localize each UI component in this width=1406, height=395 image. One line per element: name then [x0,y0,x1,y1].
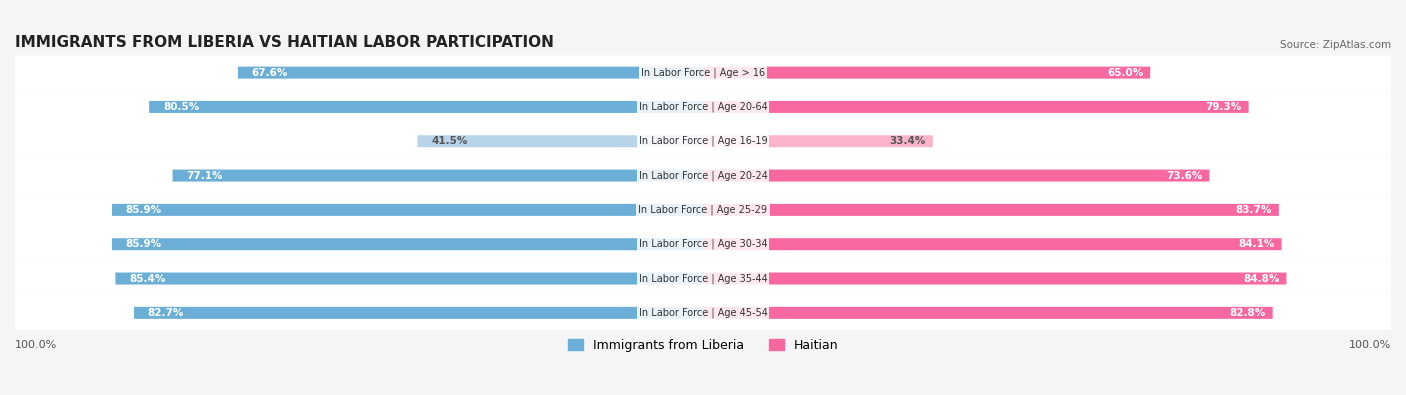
FancyBboxPatch shape [15,55,1391,90]
Text: 73.6%: 73.6% [1166,171,1202,181]
FancyBboxPatch shape [112,204,703,216]
Text: In Labor Force | Age > 16: In Labor Force | Age > 16 [641,68,765,78]
Text: Source: ZipAtlas.com: Source: ZipAtlas.com [1279,40,1391,50]
Text: 80.5%: 80.5% [163,102,200,112]
FancyBboxPatch shape [112,238,703,250]
Text: 84.1%: 84.1% [1239,239,1275,249]
Text: 85.9%: 85.9% [125,239,162,249]
Text: 85.4%: 85.4% [129,273,166,284]
FancyBboxPatch shape [115,273,703,284]
Text: 100.0%: 100.0% [1348,340,1391,350]
Text: IMMIGRANTS FROM LIBERIA VS HAITIAN LABOR PARTICIPATION: IMMIGRANTS FROM LIBERIA VS HAITIAN LABOR… [15,35,554,50]
FancyBboxPatch shape [703,238,1282,250]
FancyBboxPatch shape [149,101,703,113]
Text: In Labor Force | Age 35-44: In Labor Force | Age 35-44 [638,273,768,284]
FancyBboxPatch shape [134,307,703,319]
Text: 83.7%: 83.7% [1236,205,1272,215]
Text: In Labor Force | Age 25-29: In Labor Force | Age 25-29 [638,205,768,215]
FancyBboxPatch shape [703,307,1272,319]
FancyBboxPatch shape [703,101,1249,113]
Text: In Labor Force | Age 16-19: In Labor Force | Age 16-19 [638,136,768,147]
FancyBboxPatch shape [15,261,1391,296]
Text: 100.0%: 100.0% [15,340,58,350]
Legend: Immigrants from Liberia, Haitian: Immigrants from Liberia, Haitian [562,334,844,357]
Text: 79.3%: 79.3% [1205,102,1241,112]
FancyBboxPatch shape [703,204,1279,216]
FancyBboxPatch shape [173,169,703,182]
Text: 82.7%: 82.7% [148,308,184,318]
Text: 67.6%: 67.6% [252,68,288,77]
FancyBboxPatch shape [703,135,932,147]
FancyBboxPatch shape [703,67,1150,79]
FancyBboxPatch shape [418,135,703,147]
Text: 33.4%: 33.4% [890,136,927,146]
FancyBboxPatch shape [15,227,1391,261]
Text: 84.8%: 84.8% [1243,273,1279,284]
Text: In Labor Force | Age 30-34: In Labor Force | Age 30-34 [638,239,768,250]
Text: 77.1%: 77.1% [187,171,222,181]
Text: In Labor Force | Age 20-24: In Labor Force | Age 20-24 [638,170,768,181]
Text: 65.0%: 65.0% [1107,68,1143,77]
Text: 85.9%: 85.9% [125,205,162,215]
FancyBboxPatch shape [15,90,1391,124]
Text: In Labor Force | Age 45-54: In Labor Force | Age 45-54 [638,308,768,318]
FancyBboxPatch shape [15,193,1391,227]
Text: 41.5%: 41.5% [432,136,468,146]
FancyBboxPatch shape [15,158,1391,193]
FancyBboxPatch shape [15,124,1391,158]
FancyBboxPatch shape [703,169,1209,182]
FancyBboxPatch shape [15,296,1391,330]
FancyBboxPatch shape [238,67,703,79]
FancyBboxPatch shape [703,273,1286,284]
Text: 82.8%: 82.8% [1229,308,1265,318]
Text: In Labor Force | Age 20-64: In Labor Force | Age 20-64 [638,102,768,112]
